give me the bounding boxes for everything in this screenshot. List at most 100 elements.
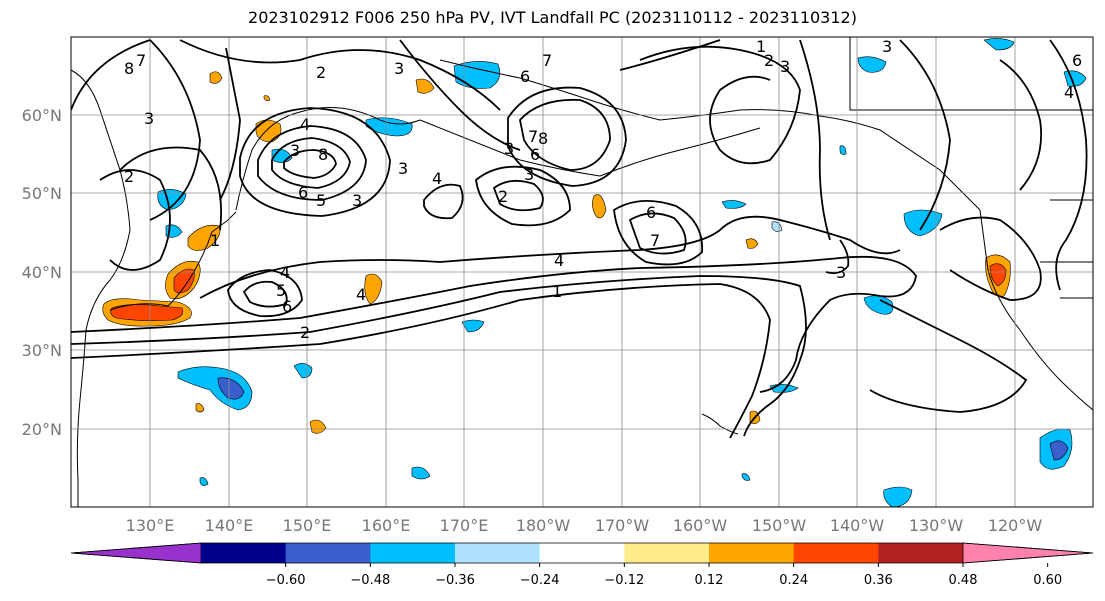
contour-labels: 4 1 2 4 5 6 4 8 4 3 6 5 3 3 4 2 3 3 7 8 …	[124, 37, 1082, 342]
svg-text:6: 6	[298, 183, 308, 202]
pv-low-alaska	[519, 98, 611, 171]
svg-text:2: 2	[124, 167, 134, 186]
colorbar-tick-label: 0.36	[864, 573, 893, 588]
pv-contours	[71, 39, 1088, 439]
positive-anomaly-japan-core	[110, 304, 184, 321]
lon-label: 150°E	[283, 516, 332, 535]
lat-label: 20°N	[22, 420, 62, 439]
lon-label: 160°W	[673, 516, 728, 535]
lat-label: 40°N	[22, 263, 62, 282]
pv-contour-north-1	[71, 39, 201, 221]
colorbar-tick-label: 0.24	[779, 573, 808, 588]
svg-text:1: 1	[756, 37, 766, 56]
svg-text:3: 3	[394, 59, 404, 78]
colorbar-tick-label: −0.36	[435, 573, 475, 588]
lat-label: 60°N	[22, 106, 62, 125]
colorbar-segment	[201, 543, 287, 563]
map-frame	[70, 36, 1094, 508]
coastline-aleutians	[419, 119, 761, 177]
svg-text:2: 2	[498, 187, 508, 206]
pv-contour-jet-3	[71, 283, 771, 439]
coastline-kurils	[211, 211, 237, 233]
svg-text:5: 5	[316, 191, 326, 210]
colorbar-segment	[624, 543, 710, 563]
lat-labels: 60°N 50°N 40°N 30°N 20°N	[22, 106, 62, 439]
pv-low-bering	[475, 165, 571, 227]
colorbar-segment	[878, 543, 964, 563]
svg-text:7: 7	[650, 231, 660, 250]
svg-text:3: 3	[398, 159, 408, 178]
colorbar-tick-label: 0.60	[1033, 573, 1062, 588]
lon-label: 140°W	[830, 516, 885, 535]
lon-labels: 130°E 140°E 150°E 160°E 170°E 180°W 170°…	[126, 516, 1043, 535]
colorbar-tick-label: 0.12	[695, 573, 724, 588]
map-title: 2023102912 F006 250 hPa PV, IVT Landfall…	[248, 8, 857, 27]
svg-text:2: 2	[316, 63, 326, 82]
colorbar-segment	[370, 543, 456, 563]
svg-text:7: 7	[136, 51, 146, 70]
svg-text:4: 4	[356, 285, 366, 304]
colorbar-segment	[539, 543, 625, 563]
lon-label: 170°E	[440, 516, 489, 535]
pv-low-nw-pacific	[227, 269, 303, 318]
lat-label: 30°N	[22, 341, 62, 360]
colorbar-segment	[793, 543, 879, 563]
colorbar-outline	[70, 542, 1094, 564]
lon-label: 140°E	[205, 516, 254, 535]
svg-text:3: 3	[144, 109, 154, 128]
svg-text:4: 4	[1064, 83, 1074, 102]
svg-text:8: 8	[124, 59, 134, 78]
svg-text:5: 5	[276, 281, 286, 300]
svg-text:2: 2	[764, 51, 774, 70]
lon-label: 120°W	[988, 516, 1043, 535]
svg-text:4: 4	[554, 251, 564, 270]
colorbar-tick-label: −0.12	[604, 573, 644, 588]
coastline-asia	[71, 69, 131, 507]
svg-text:6: 6	[520, 67, 530, 86]
colorbar-tick-label: −0.24	[520, 573, 560, 588]
lon-label: 150°W	[752, 516, 807, 535]
svg-text:3: 3	[882, 37, 892, 56]
svg-text:1: 1	[552, 282, 562, 301]
pv-low-gulf	[613, 199, 703, 266]
positive-anomaly-honshu-core	[173, 268, 195, 294]
pv-contour-jet-2	[71, 275, 807, 437]
pv-contour-jet-4	[199, 215, 901, 299]
pv-contour-jet-1	[71, 255, 917, 393]
colorbar-tick-label: 0.48	[949, 573, 978, 588]
coastline-westcoast-na	[979, 209, 1093, 411]
map-area: 4 1 2 4 5 6 4 8 4 3 6 5 3 3 4 2 3 3 7 8 …	[71, 37, 1093, 507]
svg-text:3: 3	[780, 57, 790, 76]
lon-label: 130°E	[126, 516, 175, 535]
svg-text:8: 8	[538, 129, 548, 148]
svg-text:3: 3	[290, 141, 300, 160]
colorbar-segment	[455, 543, 541, 563]
colorbar-extend-min	[70, 542, 202, 564]
svg-text:4: 4	[300, 115, 310, 134]
lon-label: 170°W	[595, 516, 650, 535]
colorbar-extend-max	[962, 542, 1094, 564]
pv-high-kamchatka	[257, 125, 367, 201]
lon-label: 180°W	[516, 516, 571, 535]
svg-text:3: 3	[504, 139, 514, 158]
lon-label: 160°E	[362, 516, 411, 535]
svg-text:6: 6	[530, 145, 540, 164]
svg-text:1: 1	[210, 231, 220, 250]
svg-text:4: 4	[280, 263, 290, 282]
lat-label: 50°N	[22, 184, 62, 203]
svg-text:6: 6	[646, 203, 656, 222]
svg-text:3: 3	[352, 191, 362, 210]
colorbar-segment	[709, 543, 795, 563]
svg-text:3: 3	[524, 165, 534, 184]
svg-text:2: 2	[300, 323, 310, 342]
svg-text:7: 7	[542, 51, 552, 70]
coastline-kamchatka	[235, 107, 421, 211]
svg-text:4: 4	[432, 169, 442, 188]
coastline-japan	[109, 231, 213, 311]
svg-text:3: 3	[836, 263, 846, 282]
svg-text:6: 6	[282, 297, 292, 316]
coastline-alaska	[439, 59, 981, 211]
colorbar-ticks: −0.60 −0.48 −0.36 −0.24 −0.12 0.12 0.24 0.36 0.4…	[266, 563, 1062, 588]
svg-text:6: 6	[1072, 51, 1082, 70]
